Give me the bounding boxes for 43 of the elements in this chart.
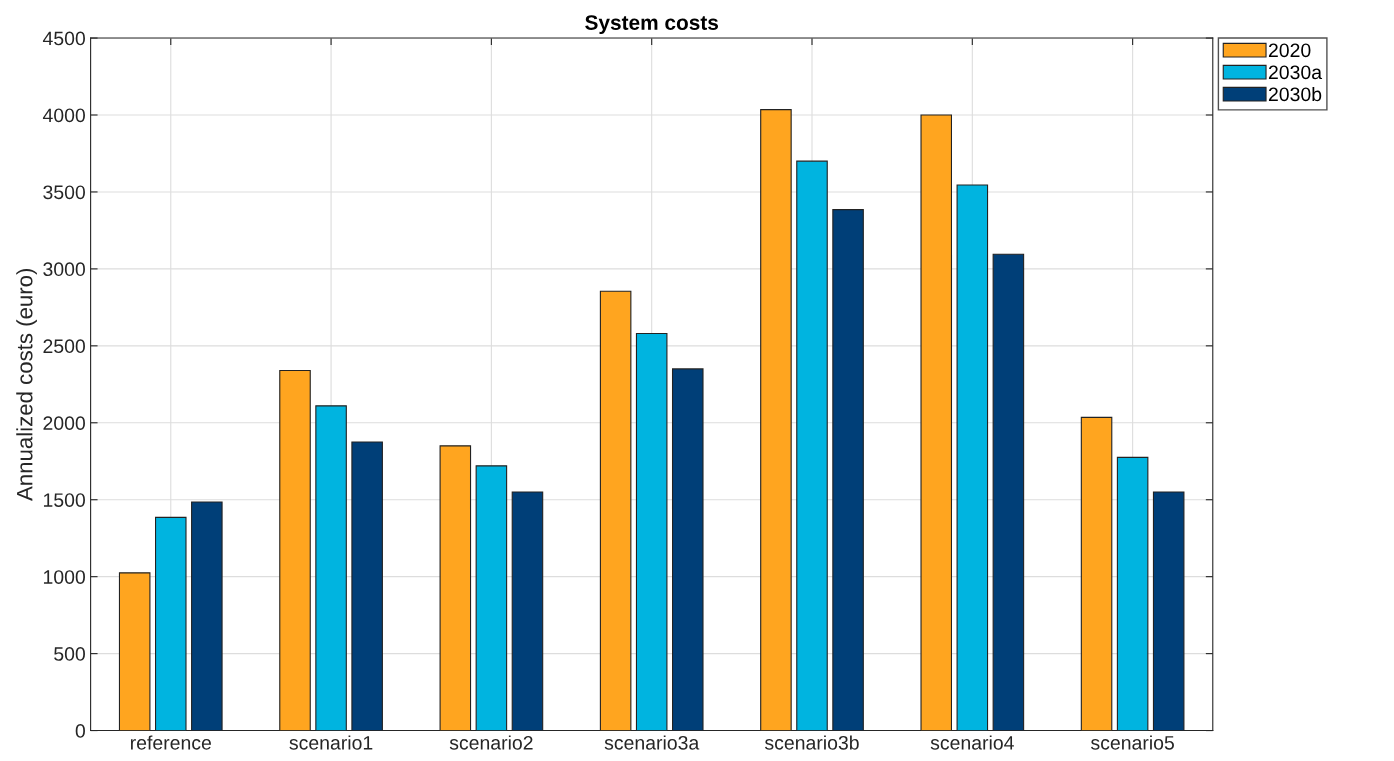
bar (118, 572, 151, 731)
y-tick-label: 3500 (43, 185, 85, 200)
y-tick-label: 2500 (43, 339, 85, 354)
bar (796, 160, 828, 731)
bar (920, 114, 953, 731)
x-tick-label: scenario2 (449, 735, 533, 750)
y-tick-label: 4500 (42, 31, 85, 46)
y-axis-title: Annualized costs (euro) (16, 268, 37, 501)
bar (154, 516, 187, 731)
chart-title: System costs (585, 15, 719, 35)
bar (475, 465, 508, 731)
legend-label: 2030b (1268, 86, 1322, 102)
bar (992, 253, 1025, 731)
bar (671, 368, 704, 731)
x-tick-label: scenario3a (604, 735, 700, 750)
legend-label: 2020 (1268, 43, 1311, 58)
bar (315, 405, 347, 731)
x-tick-label: reference (130, 735, 211, 750)
x-tick-label: scenario4 (930, 735, 1014, 750)
bar (439, 445, 472, 731)
bar (1080, 416, 1113, 731)
bar (511, 491, 544, 731)
x-tick-label: scenario3b (764, 735, 859, 750)
y-tick-label: 3000 (43, 262, 85, 277)
bar (832, 209, 864, 731)
bar (191, 501, 223, 731)
bar (279, 369, 311, 731)
y-tick-label: 0 (75, 724, 85, 738)
bar (635, 332, 668, 731)
bar (760, 109, 792, 731)
y-tick-label: 1500 (43, 493, 85, 507)
y-tick-label: 1000 (43, 570, 85, 584)
y-tick-label: 2000 (43, 416, 85, 431)
bar (599, 290, 632, 731)
y-tick-label: 500 (54, 647, 85, 661)
x-tick-label: scenario5 (1091, 735, 1174, 750)
bar (1116, 456, 1149, 731)
bar (956, 184, 989, 731)
x-tick-label: scenario1 (289, 735, 373, 750)
bar (1152, 491, 1185, 731)
legend-label: 2030a (1268, 65, 1323, 80)
y-tick-label: 4000 (42, 108, 85, 123)
bar (351, 441, 383, 731)
